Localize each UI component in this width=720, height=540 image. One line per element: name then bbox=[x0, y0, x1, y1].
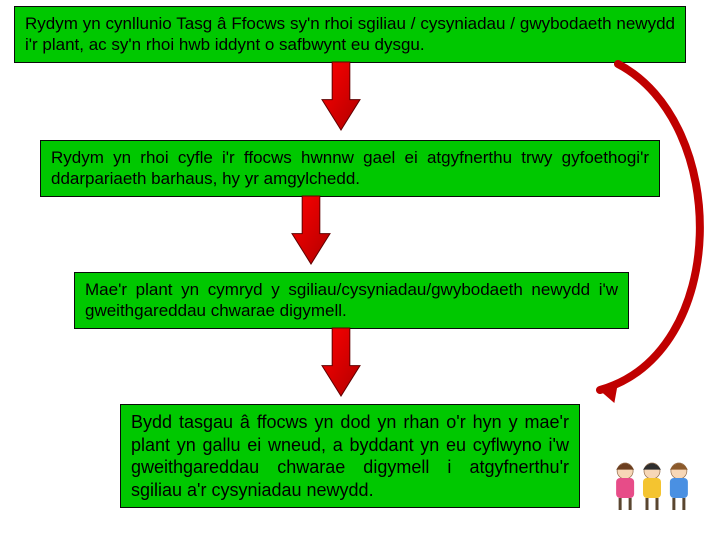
flow-box-1: Rydym yn cynllunio Tasg â Ffocws sy'n rh… bbox=[14, 6, 686, 63]
children-illustration-icon bbox=[604, 450, 700, 520]
curved-feedback-arrow bbox=[600, 58, 720, 418]
down-arrow-1 bbox=[320, 60, 362, 132]
flow-box-2: Rydym yn rhoi cyfle i'r ffocws hwnnw gae… bbox=[40, 140, 660, 197]
down-arrow-2 bbox=[290, 194, 332, 266]
flow-box-4: Bydd tasgau â ffocws yn dod yn rhan o'r … bbox=[120, 404, 580, 508]
down-arrow-3 bbox=[320, 326, 362, 398]
flow-box-3: Mae'r plant yn cymryd y sgiliau/cysyniad… bbox=[74, 272, 629, 329]
